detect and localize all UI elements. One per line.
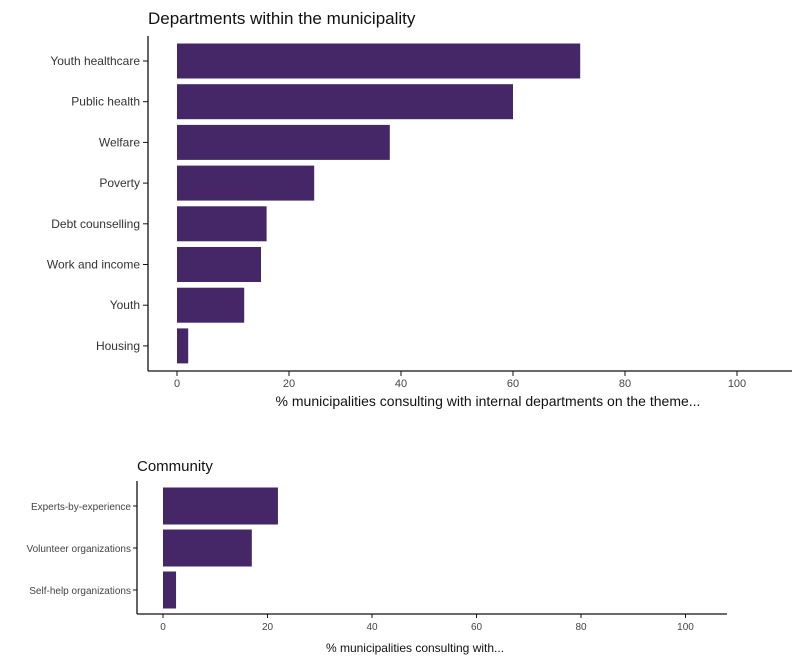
x-tick-label: 40	[366, 622, 378, 633]
x-tick-label: 0	[160, 622, 166, 633]
chart-title: Departments within the municipality	[148, 9, 416, 28]
x-tick-label: 100	[728, 378, 746, 390]
category-label: Youth healthcare	[50, 54, 140, 68]
category-label: Housing	[96, 339, 140, 353]
x-tick-label: 0	[174, 378, 180, 390]
bar	[177, 287, 245, 323]
x-tick-label: 20	[283, 378, 295, 390]
x-tick-label: 60	[507, 378, 519, 390]
bar	[177, 165, 315, 201]
chart-title: Community	[137, 458, 213, 475]
bar	[177, 247, 261, 282]
x-tick-label: 20	[262, 622, 274, 633]
category-label: Poverty	[99, 176, 140, 190]
chart-panel-0: Departments within the municipality Youth…	[47, 9, 792, 409]
bar	[163, 487, 278, 525]
chart-panel-1: Community Experts-by-experience Volunteer …	[26, 458, 727, 655]
x-tick-label: 80	[575, 622, 587, 633]
category-label: Self-help organizations	[29, 586, 131, 597]
bar	[163, 571, 177, 609]
category-label: Welfare	[99, 135, 140, 149]
x-axis-title: % municipalities consulting with...	[326, 641, 504, 655]
bar	[177, 43, 581, 79]
bar	[163, 529, 252, 567]
category-label: Experts-by-experience	[31, 502, 131, 513]
category-label: Volunteer organizations	[26, 544, 131, 555]
x-tick-label: 40	[395, 378, 407, 390]
bar	[177, 84, 513, 120]
bar	[177, 124, 390, 160]
bar	[177, 206, 267, 242]
category-label: Work and income	[47, 258, 140, 272]
bar	[177, 328, 189, 364]
x-tick-label: 80	[619, 378, 631, 390]
category-label: Debt counselling	[51, 217, 140, 231]
x-tick-label: 100	[677, 622, 694, 633]
category-label: Public health	[71, 95, 140, 109]
x-axis-title: % municipalities consulting with interna…	[276, 393, 701, 409]
category-label: Youth	[110, 298, 140, 312]
x-tick-label: 60	[471, 622, 483, 633]
